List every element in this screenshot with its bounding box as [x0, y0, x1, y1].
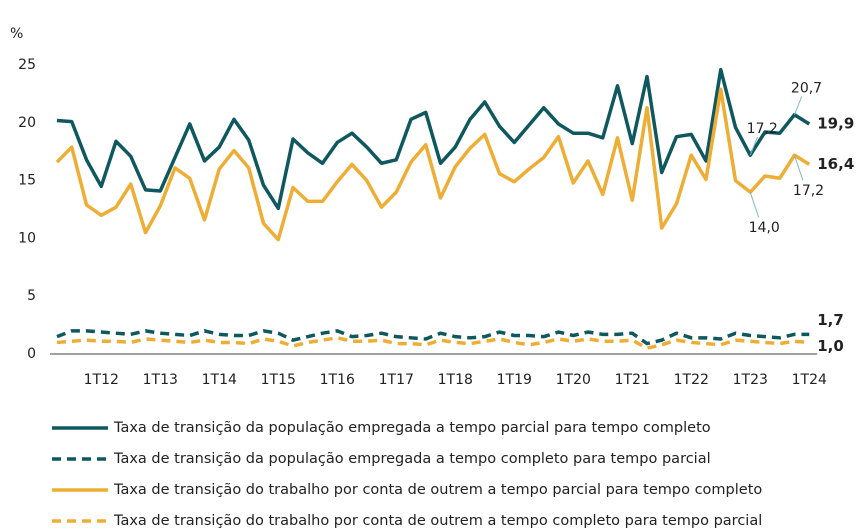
end-label: 19,9 [817, 114, 854, 132]
series-line [55, 87, 811, 242]
end-label: 1,0 [817, 337, 844, 355]
x-tick-label: 1T22 [674, 372, 709, 388]
leader-line [794, 96, 803, 115]
end-label: 16,4 [817, 155, 854, 173]
y-tick-label: 10 [18, 230, 36, 246]
series-line [56, 329, 810, 346]
y-tick-label: 20 [18, 115, 36, 131]
x-tick-label: 1T23 [733, 372, 768, 388]
y-tick-label: 0 [27, 346, 36, 362]
x-tick-label: 1T21 [615, 372, 650, 388]
legend-label: Taxa de transição da população empregada… [113, 451, 711, 467]
leader-line [749, 192, 760, 218]
y-tick-label: 25 [18, 57, 36, 73]
data-label: 17,2 [793, 183, 824, 199]
legend-label: Taxa de transição do trabalho por conta … [113, 513, 762, 529]
x-tick-label: 1T20 [556, 372, 591, 388]
x-tick-label: 1T24 [792, 372, 827, 388]
series-line [56, 336, 810, 350]
y-tick-label: 5 [27, 288, 36, 304]
x-tick-label: 1T17 [379, 372, 414, 388]
data-label: 20,7 [791, 81, 822, 97]
end-label: 1,7 [817, 311, 844, 329]
y-tick-label: 15 [18, 173, 36, 189]
legend-label: Taxa de transição do trabalho por conta … [113, 482, 762, 498]
x-tick-label: 1T16 [320, 372, 355, 388]
x-tick-label: 1T18 [438, 372, 473, 388]
x-tick-label: 1T13 [143, 372, 178, 388]
series-line [56, 67, 811, 211]
y-axis-label: % [10, 26, 23, 42]
x-tick-label: 1T12 [84, 372, 119, 388]
leader-line [749, 136, 758, 156]
leader-line [794, 155, 804, 181]
x-tick-label: 1T14 [202, 372, 237, 388]
data-label: 17,2 [747, 121, 778, 137]
x-tick-label: 1T19 [497, 372, 532, 388]
x-tick-label: 1T15 [261, 372, 296, 388]
legend-label: Taxa de transição da população empregada… [113, 420, 711, 436]
data-label: 14,0 [749, 220, 780, 236]
